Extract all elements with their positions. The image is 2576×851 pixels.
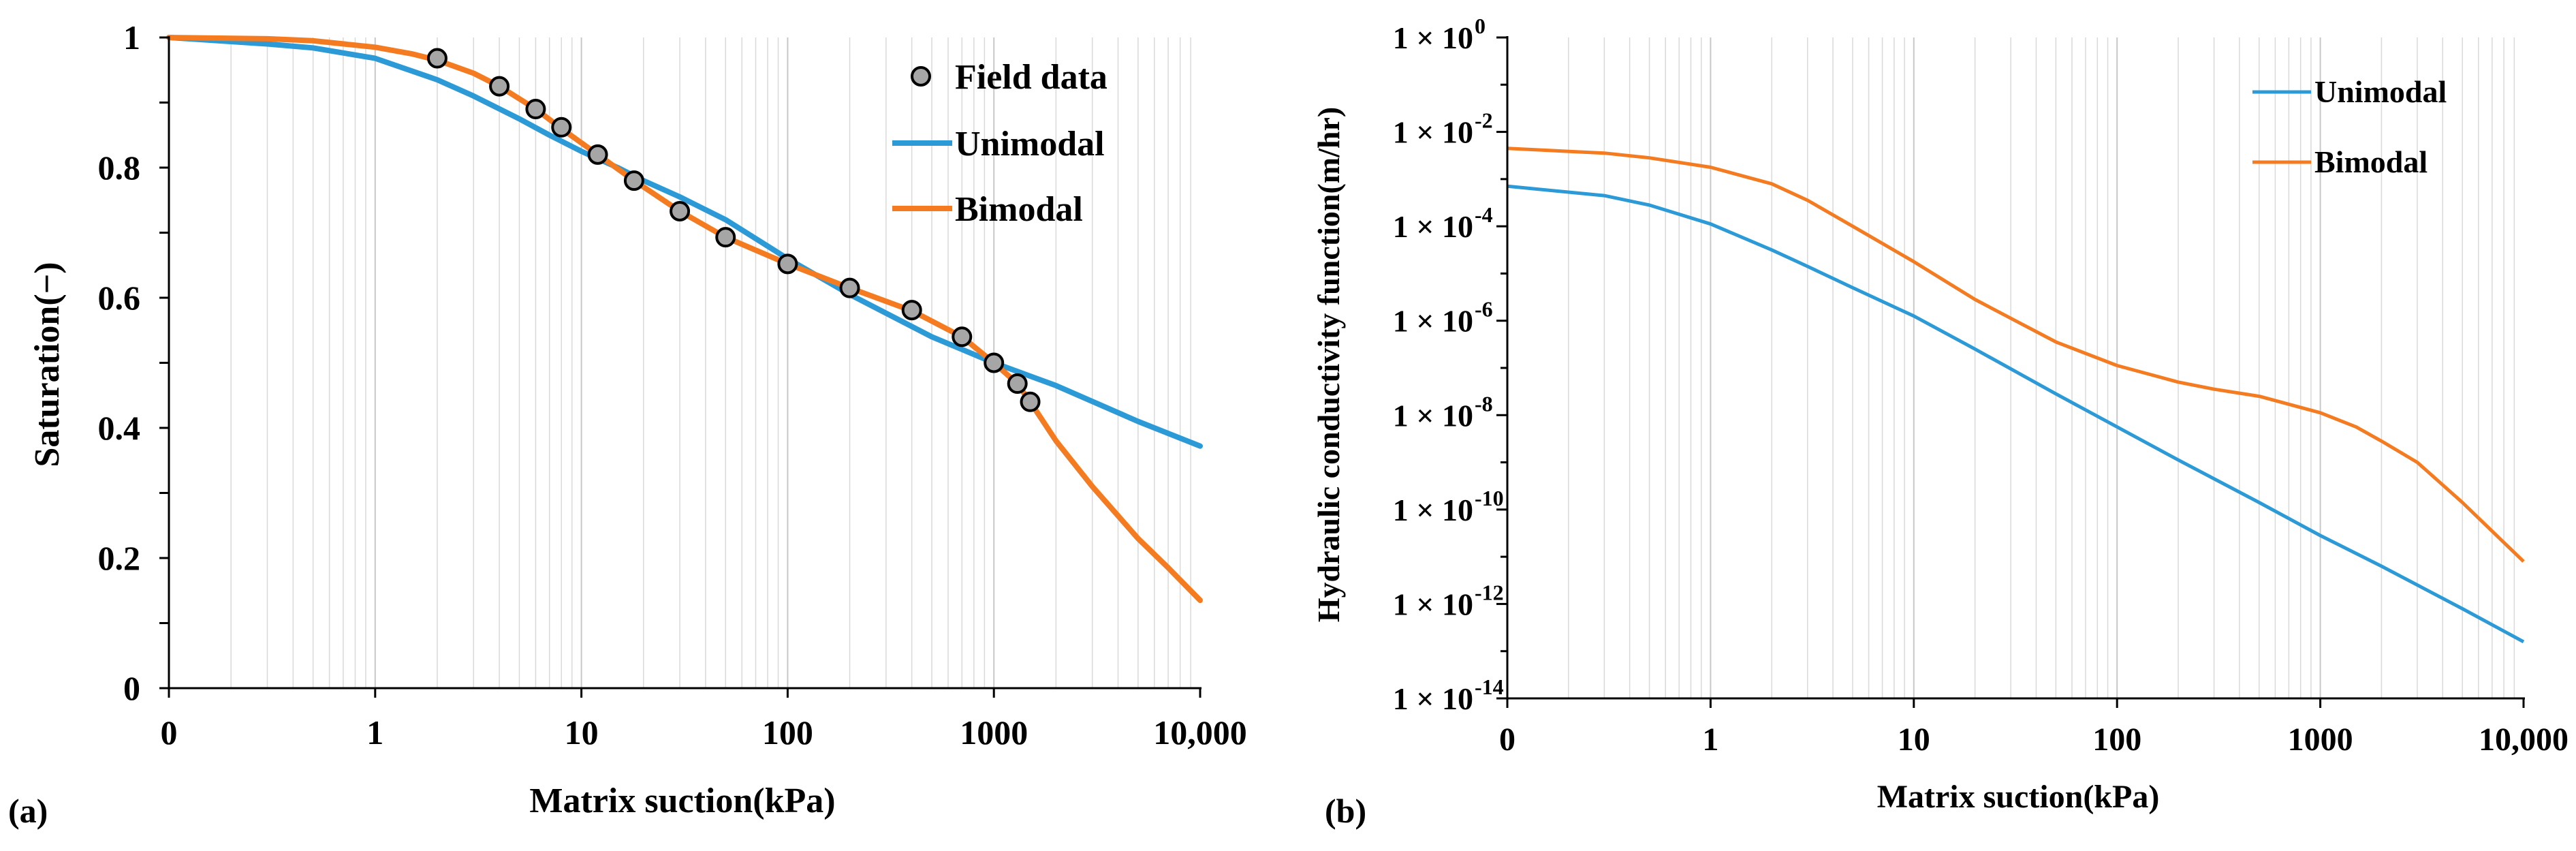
- field-data-point: [839, 277, 860, 298]
- field-data-point: [984, 352, 1005, 373]
- panel-a-x-tick-label: 0: [161, 713, 178, 752]
- panel-a-y-tick-label: 0: [123, 669, 140, 707]
- panel-a-y-tick-label: 0.2: [98, 539, 141, 577]
- field-data-point: [901, 300, 922, 321]
- panel-a-xlabel: Matrix suction(kPa): [529, 782, 835, 820]
- panel-b-label: (b): [1325, 792, 1366, 830]
- panel-b-ylabel: Hydraulic conductivity function(m/hr): [1311, 107, 1346, 622]
- panel-a-y-tick-label: 1: [123, 18, 140, 57]
- panel-a-label: (a): [8, 792, 48, 830]
- panel-b-axes: [1496, 36, 2525, 708]
- panel-b-y-tick-exponent: -14: [1475, 675, 1504, 699]
- legend-bimodal-label: Bimodal: [955, 190, 1083, 229]
- legend-unimodal-label: Unimodal: [955, 125, 1105, 164]
- panel-b-tick-labels: 1 × 10 01 × 10 -21 × 10 -41 × 10 -61 × 10 -81…: [1393, 14, 2569, 758]
- panel-b-y-tick-exponent: 0: [1475, 14, 1486, 38]
- legend-field-data-marker: [911, 66, 931, 87]
- panel-a-ylabel: Saturation(−): [28, 262, 67, 467]
- field-data-point: [670, 200, 691, 221]
- panel-b-legend: Unimodal Bimodal: [2252, 74, 2447, 179]
- field-data-point: [525, 99, 546, 120]
- panel-b-y-tick-label: 1 × 10: [1393, 398, 1473, 433]
- series-b-bimodal-line: [1507, 146, 2525, 563]
- field-data-point: [1020, 391, 1041, 412]
- field-data-point: [551, 117, 572, 138]
- panel-a-field-data-points: [426, 48, 1041, 412]
- panel-a-tick-labels: 00.20.40.60.810 1 10 100 1000 10,000: [98, 18, 1247, 752]
- panel-a-x-tick-label: 1: [366, 713, 383, 752]
- panel-b-y-tick-label: 1 × 10: [1393, 209, 1473, 244]
- panel-b-y-tick-label: 1 × 10: [1393, 587, 1473, 621]
- series-b-unimodal-line: [1507, 184, 2525, 644]
- panel-b-y-tick-exponent: -6: [1475, 297, 1493, 322]
- panel-b-y-tick-exponent: -4: [1475, 202, 1493, 227]
- legend-b-unimodal-label: Unimodal: [2314, 74, 2447, 109]
- panel-b-x-tick-label: 10,000: [2479, 722, 2569, 758]
- panel-b-series: [1507, 146, 2525, 644]
- field-data-point: [952, 326, 973, 347]
- panel-b-y-tick-exponent: -12: [1475, 580, 1504, 604]
- panel-a-x-tick-label: 100: [762, 713, 813, 752]
- panel-b-y-tick-label: 1 × 10: [1393, 681, 1473, 716]
- panel-a-y-tick-label: 0.6: [98, 279, 141, 317]
- panel-a-x-tick-label: 1000: [960, 713, 1028, 752]
- panel-b-grid: [1568, 37, 2515, 698]
- panel-b-y-tick-label: 1 × 10: [1393, 115, 1473, 150]
- panel-b-y-tick-label: 1 × 10: [1393, 493, 1473, 527]
- panel-b-y-tick-exponent: -2: [1475, 108, 1493, 133]
- field-data-point: [489, 76, 510, 97]
- field-data-point: [1007, 373, 1028, 394]
- field-data-point: [426, 48, 447, 69]
- panel-a-x-tick-label: 10: [565, 713, 599, 752]
- panel-b-x-tick-label: 1000: [2288, 722, 2353, 758]
- panel-b-x-tick-label: 1: [1702, 722, 1718, 758]
- panel-a-legend: Field data Unimodal Bimodal: [892, 58, 1108, 229]
- series-bimodal-line: [166, 35, 1203, 604]
- panel-b-y-tick-label: 1 × 10: [1393, 304, 1473, 339]
- panel-b-y-tick-exponent: -10: [1475, 486, 1504, 510]
- field-data-point: [623, 170, 644, 191]
- legend-field-data-label: Field data: [955, 58, 1108, 97]
- panel-a-saturation-chart: 00.20.40.60.810 1 10 100 1000 10,000 Matrix s…: [8, 18, 1247, 830]
- panel-a-y-tick-label: 0.4: [98, 409, 141, 447]
- panel-b-x-tick-label: 10: [1898, 722, 1930, 758]
- field-data-point: [777, 253, 798, 275]
- panel-a-y-tick-label: 0.8: [98, 149, 141, 187]
- panel-a-axes: [159, 36, 1201, 698]
- panel-a-x-tick-label: 10,000: [1153, 713, 1247, 752]
- panel-b-y-tick-label: 1 × 10: [1393, 20, 1473, 55]
- field-data-point: [715, 227, 736, 248]
- legend-b-bimodal-label: Bimodal: [2314, 144, 2428, 179]
- panel-b-conductivity-chart: 1 × 10 01 × 10 -21 × 10 -41 × 10 -61 × 10 -81…: [1311, 14, 2569, 830]
- panel-a-grid: [230, 37, 1191, 688]
- field-data-point: [587, 144, 608, 165]
- panel-b-x-tick-label: 0: [1499, 722, 1515, 758]
- panel-b-xlabel: Matrix suction(kPa): [1877, 779, 2160, 815]
- panel-b-y-tick-exponent: -8: [1475, 391, 1493, 416]
- panel-b-x-tick-label: 100: [2092, 722, 2141, 758]
